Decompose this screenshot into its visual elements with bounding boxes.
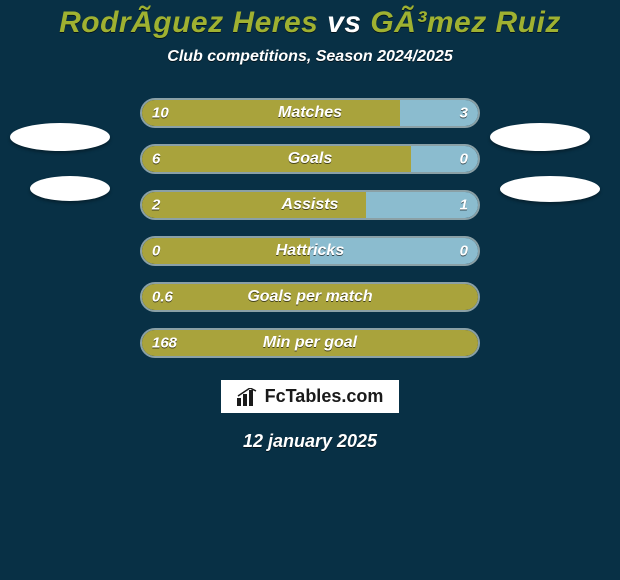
stat-value-left: 0 bbox=[152, 243, 160, 260]
stat-value-left: 2 bbox=[152, 197, 160, 214]
chart-icon bbox=[237, 388, 259, 406]
placeholder-ellipse bbox=[500, 176, 600, 202]
stat-value-right: 3 bbox=[460, 105, 468, 122]
stat-value-right: 1 bbox=[460, 197, 468, 214]
stat-bar bbox=[140, 282, 480, 312]
page-title: RodrÃ­guez Heres vs GÃ³mez Ruiz bbox=[59, 6, 561, 40]
bar-left-fill bbox=[142, 146, 411, 172]
subtitle: Club competitions, Season 2024/2025 bbox=[167, 48, 452, 66]
placeholder-ellipse bbox=[30, 176, 110, 201]
stat-bar bbox=[140, 328, 480, 358]
brand-box: FcTables.com bbox=[221, 380, 400, 413]
stat-value-right: 0 bbox=[460, 243, 468, 260]
stat-bar bbox=[140, 98, 480, 128]
stat-value-left: 0.6 bbox=[152, 289, 173, 306]
bar-left-fill bbox=[142, 284, 478, 310]
stat-row: 168Min per goal bbox=[0, 328, 620, 358]
bar-left-fill bbox=[142, 238, 310, 264]
stat-bar bbox=[140, 144, 480, 174]
bar-right-fill bbox=[310, 238, 478, 264]
date-text: 12 january 2025 bbox=[243, 431, 377, 452]
stat-value-right: 0 bbox=[460, 151, 468, 168]
stat-row: 0.6Goals per match bbox=[0, 282, 620, 312]
placeholder-ellipse bbox=[490, 123, 590, 151]
stat-value-left: 168 bbox=[152, 335, 177, 352]
stat-bar bbox=[140, 190, 480, 220]
player2-name: GÃ³mez Ruiz bbox=[370, 6, 561, 39]
comparison-infographic: RodrÃ­guez Heres vs GÃ³mez Ruiz Club com… bbox=[0, 0, 620, 580]
bar-left-fill bbox=[142, 330, 478, 356]
stat-row: 00Hattricks bbox=[0, 236, 620, 266]
placeholder-ellipse bbox=[10, 123, 110, 151]
bar-left-fill bbox=[142, 192, 366, 218]
brand-text: FcTables.com bbox=[265, 386, 384, 407]
vs-text: vs bbox=[327, 6, 361, 39]
stat-value-left: 10 bbox=[152, 105, 169, 122]
bar-left-fill bbox=[142, 100, 400, 126]
stat-value-left: 6 bbox=[152, 151, 160, 168]
stat-bar bbox=[140, 236, 480, 266]
player1-name: RodrÃ­guez Heres bbox=[59, 6, 318, 39]
